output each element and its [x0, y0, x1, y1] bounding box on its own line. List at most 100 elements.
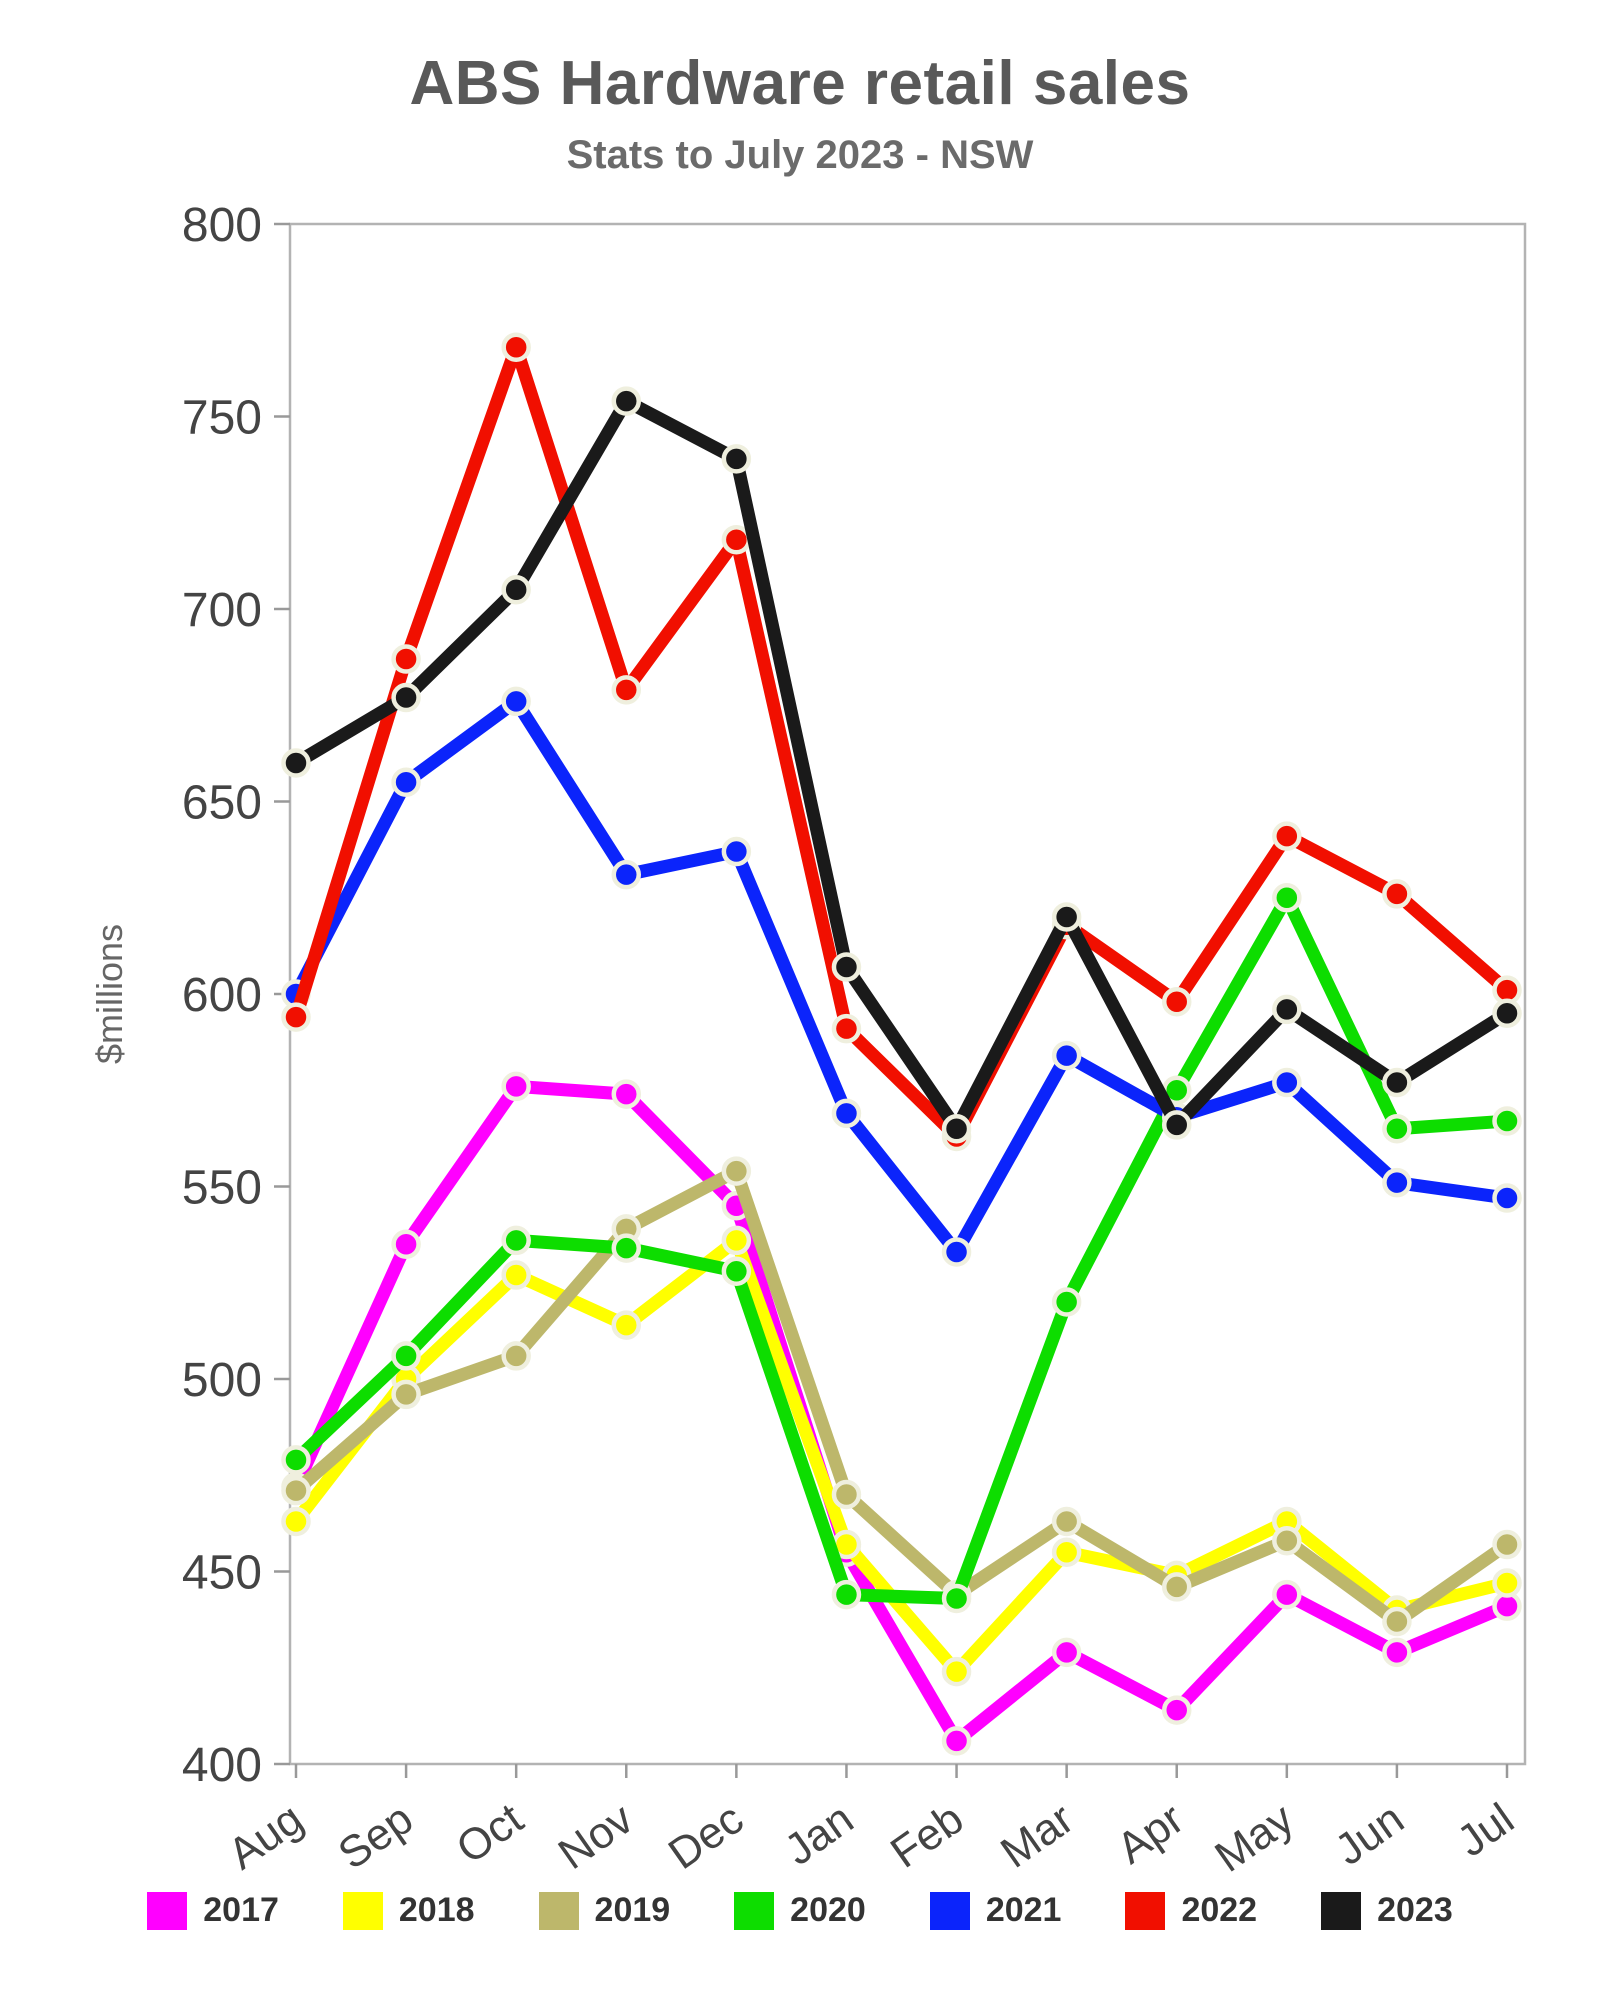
- data-point-2017-Nov: [611, 1079, 642, 1109]
- chart-header: ABS Hardware retail sales Stats to July …: [0, 0, 1600, 178]
- series-line-2021: [289, 694, 1514, 1259]
- legend-label: 2017: [203, 1891, 279, 1929]
- data-point-2023-May: [1272, 994, 1302, 1025]
- data-point-2022-Nov: [611, 675, 642, 705]
- legend-swatch-2022: [1125, 1891, 1166, 1930]
- data-point-2018-Jul: [1492, 1568, 1522, 1598]
- chart-svg: $millions 400 450 500 550 600 650 700 750 800 Au…: [89, 199, 1527, 1882]
- data-point-2022-Jun: [1382, 879, 1412, 909]
- data-point-2017-Apr: [1161, 1695, 1192, 1725]
- data-point-2023-Nov: [611, 386, 642, 416]
- legend-label: 2019: [594, 1891, 671, 1929]
- data-point-2018-Dec: [721, 1225, 752, 1256]
- y-tick-label: 500: [182, 1354, 262, 1407]
- legend-swatch-2021: [929, 1891, 970, 1930]
- data-point-2021-Jul: [1492, 1183, 1522, 1213]
- data-point-2021-Jan: [831, 1098, 862, 1129]
- data-point-2018-Oct: [501, 1260, 531, 1290]
- data-point-2021-Dec: [721, 836, 752, 867]
- y-tick-label: 800: [182, 199, 262, 252]
- y-tick-label: 550: [182, 1161, 262, 1214]
- data-point-2020-Jun: [1382, 1114, 1412, 1144]
- series-line-2020: [289, 891, 1514, 1605]
- data-point-2023-Sep: [391, 682, 421, 713]
- data-point-2023-Feb: [941, 1114, 972, 1144]
- data-point-2018-Mar: [1051, 1537, 1082, 1567]
- data-point-2019-Jan: [831, 1479, 862, 1510]
- data-point-2018-Nov: [611, 1310, 642, 1340]
- data-point-2017-Jun: [1382, 1637, 1412, 1668]
- y-tick-label: 400: [182, 1739, 262, 1792]
- x-tick-label: Feb: [882, 1794, 972, 1878]
- x-tick-label: May: [1206, 1794, 1302, 1882]
- legend-swatch-2017: [147, 1891, 188, 1930]
- legend-swatch-2023: [1321, 1891, 1362, 1930]
- data-point-2019-Dec: [721, 1156, 752, 1186]
- x-tick-label: Oct: [448, 1794, 532, 1873]
- y-tick-label: 450: [182, 1546, 262, 1599]
- data-point-2019-Jul: [1492, 1529, 1522, 1560]
- data-point-2021-Feb: [941, 1237, 972, 1267]
- legend-item-2020: 2020: [734, 1891, 866, 1930]
- data-point-2023-Apr: [1161, 1110, 1192, 1140]
- y-tick-label: 750: [182, 391, 262, 444]
- data-point-2021-May: [1272, 1067, 1302, 1098]
- series-group: [281, 332, 1522, 1756]
- x-tick-label: Aug: [219, 1794, 311, 1879]
- legend-label: 2020: [790, 1891, 866, 1929]
- data-point-2022-Aug: [281, 1002, 311, 1032]
- data-point-2019-Aug: [281, 1475, 311, 1506]
- series-line-2023: [289, 394, 1514, 1136]
- data-point-2019-Jun: [1382, 1606, 1412, 1637]
- data-point-2021-Oct: [501, 686, 531, 717]
- data-point-2023-Aug: [281, 748, 311, 778]
- legend-label: 2022: [1181, 1891, 1258, 1929]
- data-point-2017-May: [1272, 1579, 1302, 1610]
- legend-label: 2023: [1377, 1891, 1453, 1929]
- data-point-2020-Mar: [1051, 1287, 1082, 1317]
- data-point-2022-Dec: [721, 524, 752, 555]
- plot-area: [288, 222, 1527, 1766]
- x-axis-ticks: Aug Sep Oct Nov Dec Jan Feb Mar Apr May Jun Jul: [219, 1764, 1523, 1882]
- legend-item-2019: 2019: [538, 1891, 671, 1930]
- series-line-2019: [289, 1164, 1514, 1629]
- data-point-2017-Oct: [501, 1071, 531, 1102]
- legend-item-2021: 2021: [929, 1891, 1062, 1930]
- data-point-2018-Aug: [281, 1506, 311, 1537]
- data-point-2019-Apr: [1161, 1572, 1192, 1602]
- data-point-2020-Jan: [831, 1579, 862, 1610]
- page-title: ABS Hardware retail sales: [409, 49, 1191, 118]
- data-point-2023-Oct: [501, 575, 531, 605]
- legend-item-2017: 2017: [147, 1891, 279, 1930]
- legend-item-2018: 2018: [342, 1891, 475, 1930]
- data-point-2022-Oct: [501, 332, 531, 362]
- data-point-2021-Jun: [1382, 1167, 1412, 1198]
- legend-swatch-2019: [538, 1891, 579, 1930]
- legend-label: 2021: [985, 1891, 1062, 1929]
- data-point-2023-Jun: [1382, 1067, 1412, 1098]
- data-point-2020-Jul: [1492, 1106, 1522, 1136]
- x-tick-label: Jan: [776, 1794, 862, 1875]
- data-point-2023-Jul: [1492, 998, 1522, 1028]
- x-tick-label: Mar: [992, 1794, 1082, 1878]
- page-subtitle: Stats to July 2023 - NSW: [566, 133, 1034, 177]
- series-line-2018: [289, 1233, 1514, 1679]
- x-tick-label: Jun: [1326, 1794, 1412, 1875]
- x-tick-label: Apr: [1108, 1794, 1192, 1873]
- x-tick-label: Jul: [1449, 1794, 1523, 1866]
- legend-item-2022: 2022: [1125, 1891, 1257, 1930]
- data-point-2020-Nov: [611, 1233, 642, 1263]
- data-point-2020-Feb: [941, 1583, 972, 1614]
- data-point-2018-Feb: [941, 1656, 972, 1687]
- x-tick-label: Dec: [660, 1794, 752, 1879]
- legend-item-2023: 2023: [1321, 1891, 1453, 1930]
- legend-label: 2018: [398, 1891, 475, 1929]
- data-point-2020-Oct: [501, 1225, 531, 1256]
- chart-legend: 2017 2018 2019 2020 2021 2022 2023: [0, 1891, 1600, 1930]
- data-point-2023-Mar: [1051, 902, 1082, 932]
- y-tick-label: 650: [182, 776, 262, 829]
- y-axis-title: $millions: [89, 924, 130, 1064]
- data-point-2023-Jan: [831, 952, 862, 982]
- data-point-2021-Sep: [391, 767, 421, 797]
- series-line-2022: [289, 340, 1514, 1143]
